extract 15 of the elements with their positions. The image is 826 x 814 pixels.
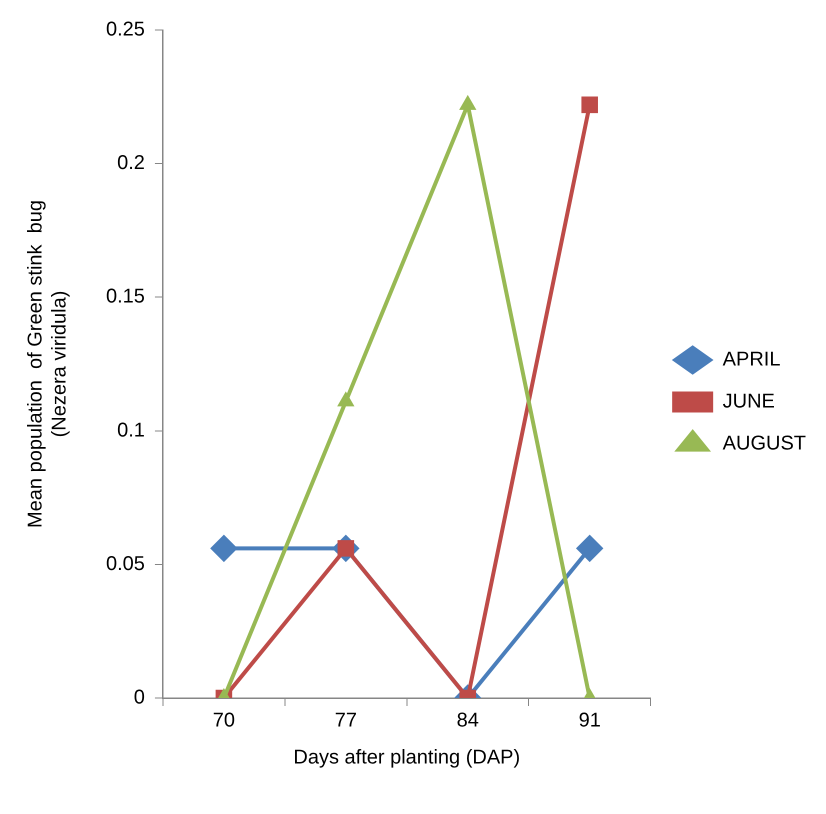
x-tick-label: 77 (334, 710, 357, 732)
legend-label: JUNE (722, 390, 775, 413)
y-tick-label: 0.2 (117, 152, 145, 174)
x-tick-label: 70 (212, 710, 236, 732)
y-tick-label: 0.05 (106, 552, 145, 575)
x-axis-title: Days after planting (DAP) (293, 746, 520, 769)
y-tick-label: 0.15 (106, 286, 145, 308)
y-tick-label: 0 (134, 686, 145, 709)
y-tick-label: 0.1 (117, 419, 145, 442)
x-tick-label: 84 (456, 710, 479, 732)
legend-label: AUGUST (722, 432, 806, 455)
y-tick-label: 0.25 (106, 18, 145, 41)
y-axis-title: Mean population of Green stink bug (Nezera viridula) (24, 200, 71, 528)
x-tick-label: 91 (578, 710, 601, 732)
legend-label: APRIL (722, 348, 780, 371)
